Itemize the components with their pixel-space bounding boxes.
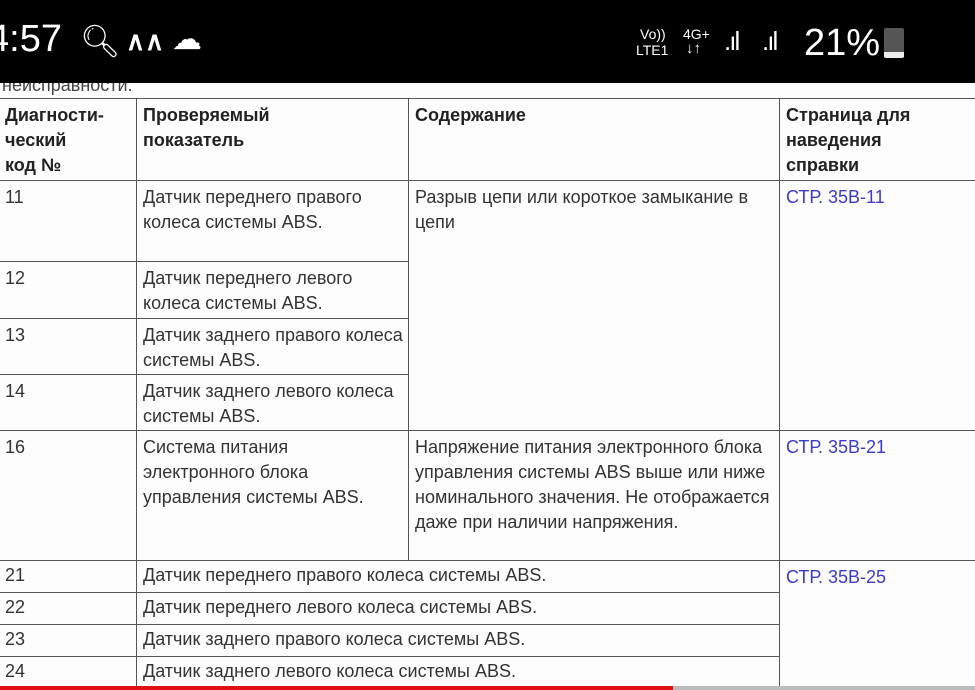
signal-sim2-icon: .ıl <box>762 26 778 56</box>
indicator-cell: Датчик заднего правого колеса системы AB… <box>136 624 781 657</box>
network-label: 4G+ <box>683 26 710 42</box>
indicator-cell: Датчик переднего левого колеса системы A… <box>136 261 410 319</box>
indicator-cell: Датчик переднего левого колеса системы A… <box>136 592 781 625</box>
indicator-cell: Система питания электронного блока управ… <box>136 430 410 561</box>
content-cell: Напряжение питания электронного блока уп… <box>408 430 781 561</box>
code-cell: 13 <box>0 318 138 375</box>
code-cell: 22 <box>0 592 138 625</box>
code-cell: 14 <box>0 374 138 431</box>
indicator-cell: Датчик заднего левого колеса системы ABS… <box>136 656 781 690</box>
weather-sun-cloud-icon: ☁ <box>172 23 202 56</box>
content-cell: Разрыв цепи или короткое замыкание в цеп… <box>408 180 781 431</box>
code-cell: 24 <box>0 656 138 690</box>
header-page: Страница для наведения справки <box>779 98 975 181</box>
video-progress-bar[interactable] <box>0 686 975 690</box>
code-cell: 21 <box>0 560 138 593</box>
header-content: Содержание <box>408 98 781 181</box>
code-cell: 12 <box>0 261 138 319</box>
code-cell: 11 <box>0 180 138 262</box>
header-code: Диагности- ческий код № <box>0 98 138 181</box>
page-link[interactable]: СТР. 35B-25 <box>779 560 975 690</box>
signal-sim1-icon: .ıl <box>724 26 740 56</box>
data-arrows-icon: ↓↑ <box>686 40 701 57</box>
document-view[interactable]: неисправности. Диагности- ческий код № П… <box>0 83 975 690</box>
lte-label: LTE1 <box>636 42 669 58</box>
code-cell: 23 <box>0 624 138 657</box>
battery-icon <box>884 28 904 58</box>
indicator-cell: Датчик переднего правого колеса системы … <box>136 180 410 262</box>
volte-label: Vo)) <box>640 26 666 42</box>
page-link[interactable]: СТР. 35B-21 <box>779 430 975 561</box>
partial-text: неисправности. <box>2 83 133 95</box>
code-cell: 16 <box>0 430 138 561</box>
clock: 4:57 <box>0 18 62 60</box>
video-progress-fill <box>0 686 673 690</box>
status-bar: 4:57 🔍︎ ∧∧ ☁ Vo)) LTE1 4G+ ↓↑ .ıl .ıl 21… <box>0 0 975 83</box>
indicator-cell: Датчик переднего правого колеса системы … <box>136 560 781 593</box>
header-indicator: Проверяемый показатель <box>136 98 410 181</box>
search-icon: 🔍︎ <box>80 23 121 59</box>
battery-percent: 21% <box>804 22 881 64</box>
indicator-cell: Датчик заднего левого колеса системы ABS… <box>136 374 410 431</box>
page-link[interactable]: СТР. 35B-11 <box>779 180 975 431</box>
signal-app-icon: ∧∧ <box>126 26 165 56</box>
indicator-cell: Датчик заднего правого колеса системы AB… <box>136 318 410 375</box>
